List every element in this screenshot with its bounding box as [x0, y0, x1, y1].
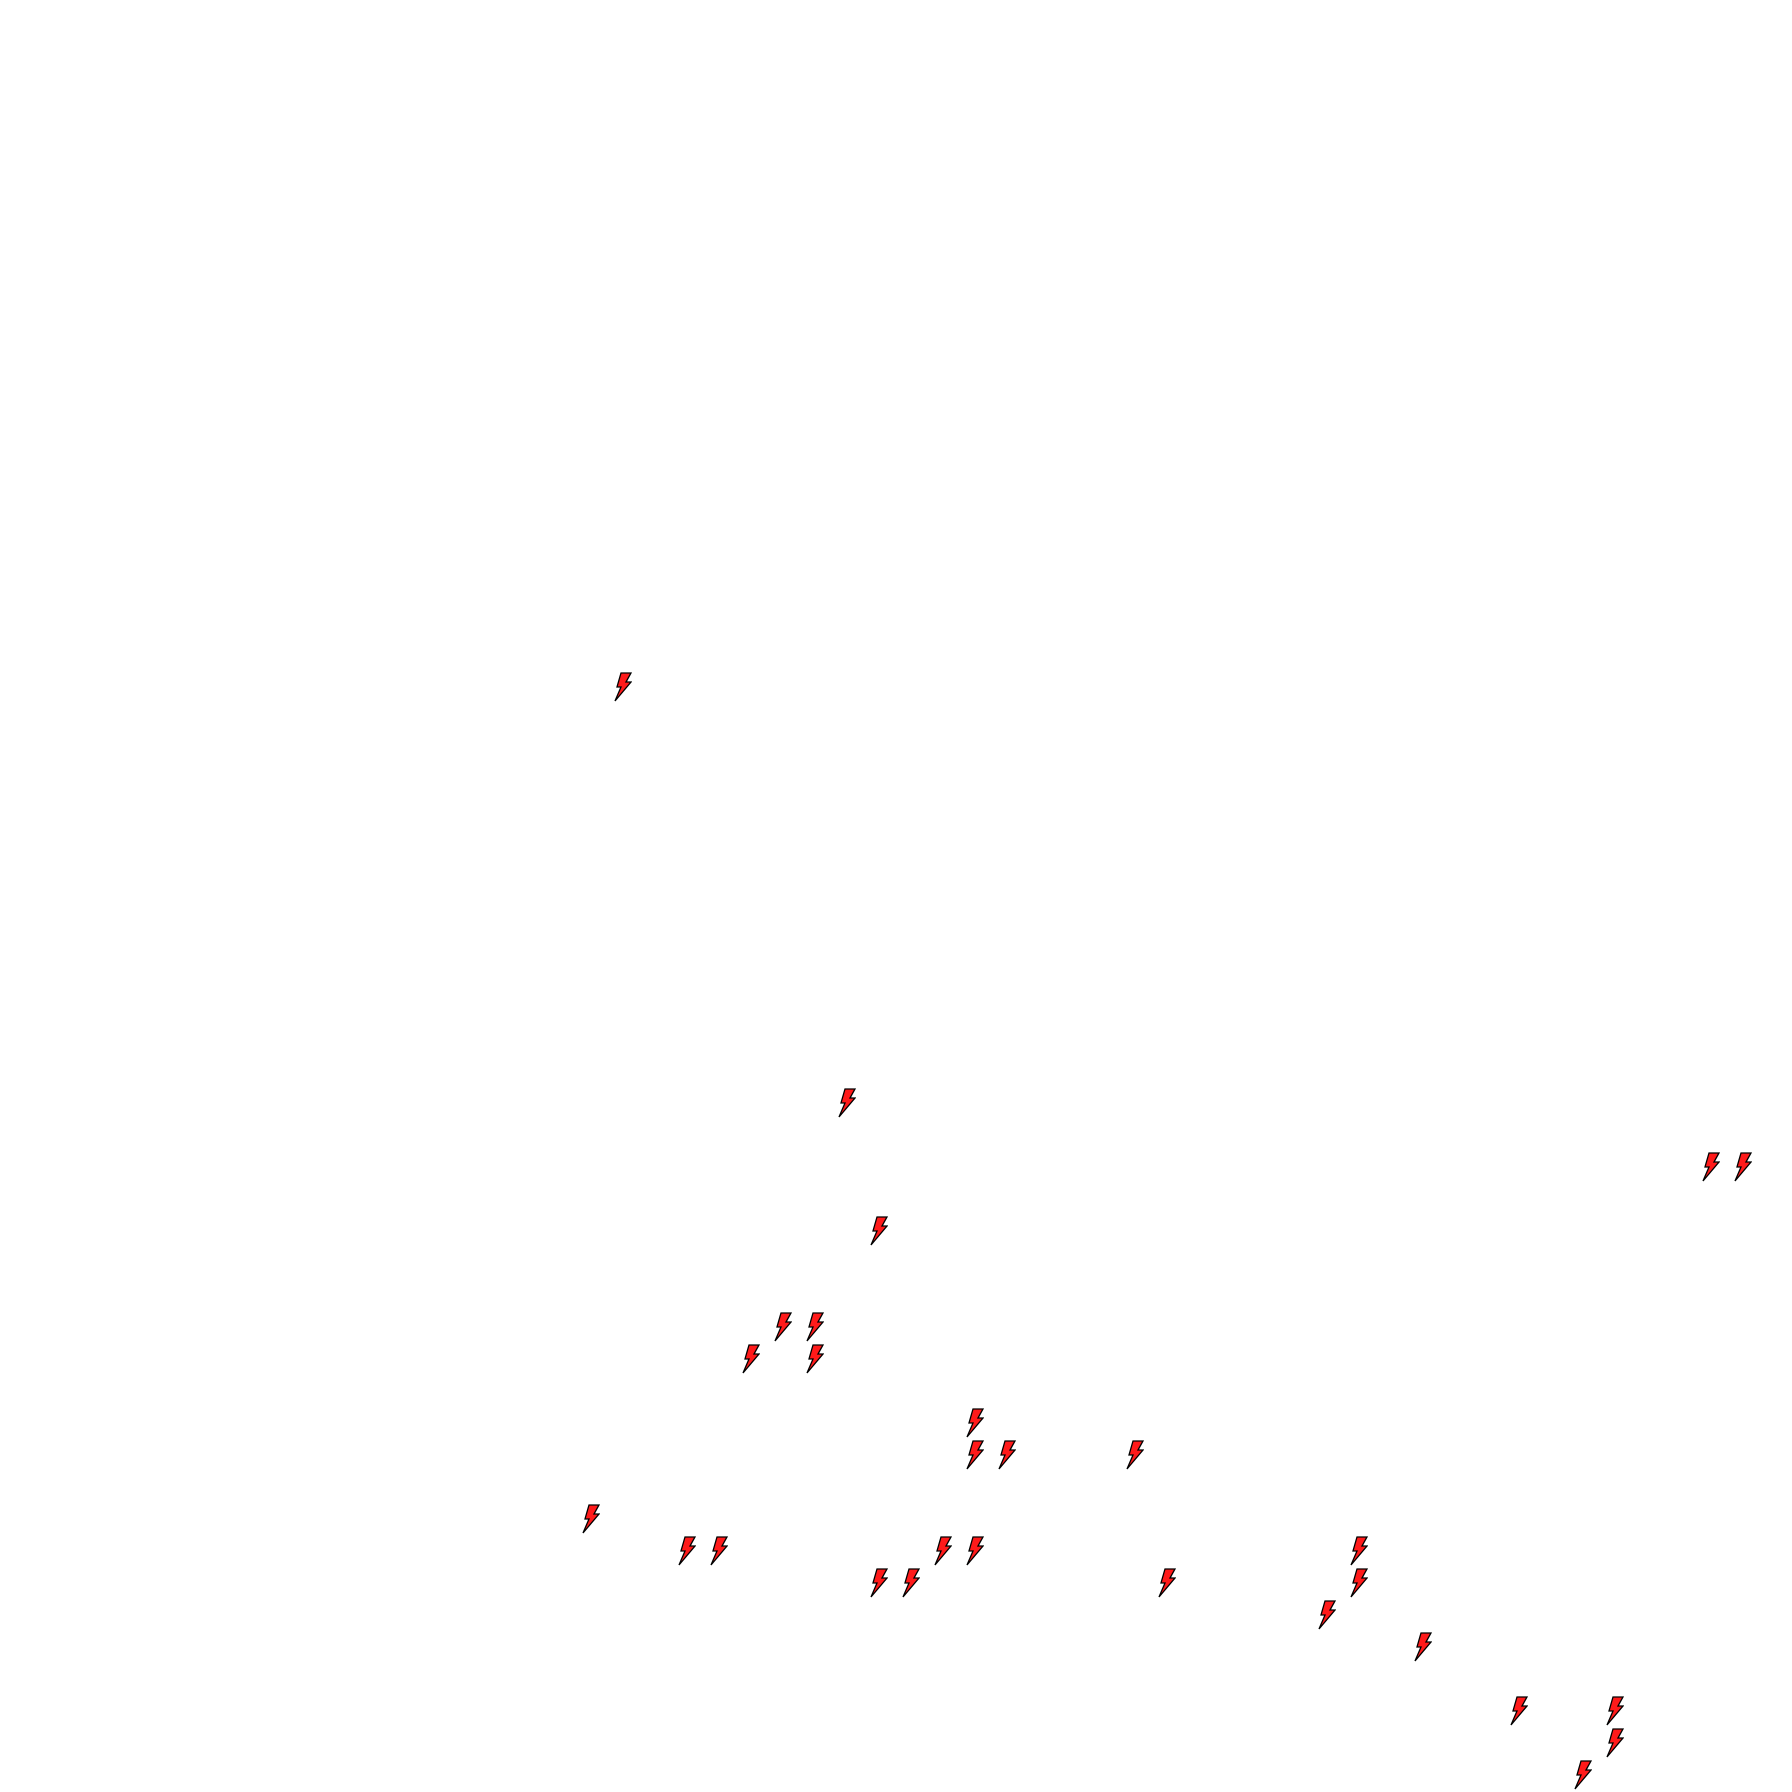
lightning-strike-marker[interactable] — [742, 1344, 760, 1374]
lightning-bolt-icon — [966, 1536, 984, 1566]
lightning-bolt-icon — [966, 1408, 984, 1438]
lightning-strike-marker[interactable] — [1734, 1152, 1752, 1182]
lightning-strike-marker[interactable] — [806, 1344, 824, 1374]
lightning-strike-marker[interactable] — [710, 1536, 728, 1566]
lightning-strike-marker[interactable] — [1606, 1728, 1624, 1758]
lightning-strike-marker[interactable] — [806, 1312, 824, 1342]
lightning-strike-marker[interactable] — [870, 1568, 888, 1598]
lightning-bolt-icon — [1606, 1696, 1624, 1726]
lightning-strike-marker[interactable] — [1318, 1600, 1336, 1630]
lightning-bolt-icon — [966, 1440, 984, 1470]
lightning-bolt-icon — [1350, 1536, 1368, 1566]
lightning-strike-marker[interactable] — [1350, 1568, 1368, 1598]
lightning-strike-marker[interactable] — [1510, 1696, 1528, 1726]
lightning-bolt-icon — [838, 1088, 856, 1118]
lightning-bolt-icon — [710, 1536, 728, 1566]
lightning-bolt-icon — [1606, 1728, 1624, 1758]
lightning-bolt-icon — [1702, 1152, 1720, 1182]
lightning-strike-marker[interactable] — [838, 1088, 856, 1118]
lightning-bolt-icon — [678, 1536, 696, 1566]
lightning-bolt-icon — [774, 1312, 792, 1342]
lightning-strike-marker[interactable] — [934, 1536, 952, 1566]
lightning-bolt-icon — [582, 1504, 600, 1534]
lightning-bolt-icon — [870, 1216, 888, 1246]
lightning-bolt-icon — [1510, 1696, 1528, 1726]
lightning-strike-marker[interactable] — [1350, 1536, 1368, 1566]
lightning-bolt-icon — [1126, 1440, 1144, 1470]
lightning-strike-marker[interactable] — [774, 1312, 792, 1342]
lightning-strike-marker[interactable] — [870, 1216, 888, 1246]
lightning-strike-marker[interactable] — [582, 1504, 600, 1534]
lightning-bolt-icon — [998, 1440, 1016, 1470]
lightning-bolt-icon — [902, 1568, 920, 1598]
lightning-bolt-icon — [934, 1536, 952, 1566]
lightning-strike-marker[interactable] — [678, 1536, 696, 1566]
lightning-bolt-icon — [1318, 1600, 1336, 1630]
lightning-strike-marker[interactable] — [902, 1568, 920, 1598]
lightning-strike-marker[interactable] — [998, 1440, 1016, 1470]
lightning-strike-marker[interactable] — [1574, 1760, 1592, 1790]
lightning-strike-marker[interactable] — [1126, 1440, 1144, 1470]
lightning-bolt-icon — [742, 1344, 760, 1374]
lightning-bolt-icon — [870, 1568, 888, 1598]
lightning-bolt-icon — [614, 672, 632, 702]
lightning-strike-marker[interactable] — [966, 1536, 984, 1566]
lightning-bolt-icon — [1574, 1760, 1592, 1790]
lightning-strike-marker[interactable] — [966, 1440, 984, 1470]
lightning-bolt-icon — [1158, 1568, 1176, 1598]
lightning-strike-marker[interactable] — [1414, 1632, 1432, 1662]
lightning-strike-marker[interactable] — [1702, 1152, 1720, 1182]
lightning-strike-marker[interactable] — [1606, 1696, 1624, 1726]
lightning-bolt-icon — [806, 1312, 824, 1342]
lightning-strike-marker[interactable] — [614, 672, 632, 702]
lightning-bolt-icon — [1350, 1568, 1368, 1598]
lightning-bolt-icon — [1414, 1632, 1432, 1662]
lightning-bolt-icon — [1734, 1152, 1752, 1182]
lightning-bolt-icon — [806, 1344, 824, 1374]
lightning-strike-marker[interactable] — [1158, 1568, 1176, 1598]
lightning-strike-marker[interactable] — [966, 1408, 984, 1438]
